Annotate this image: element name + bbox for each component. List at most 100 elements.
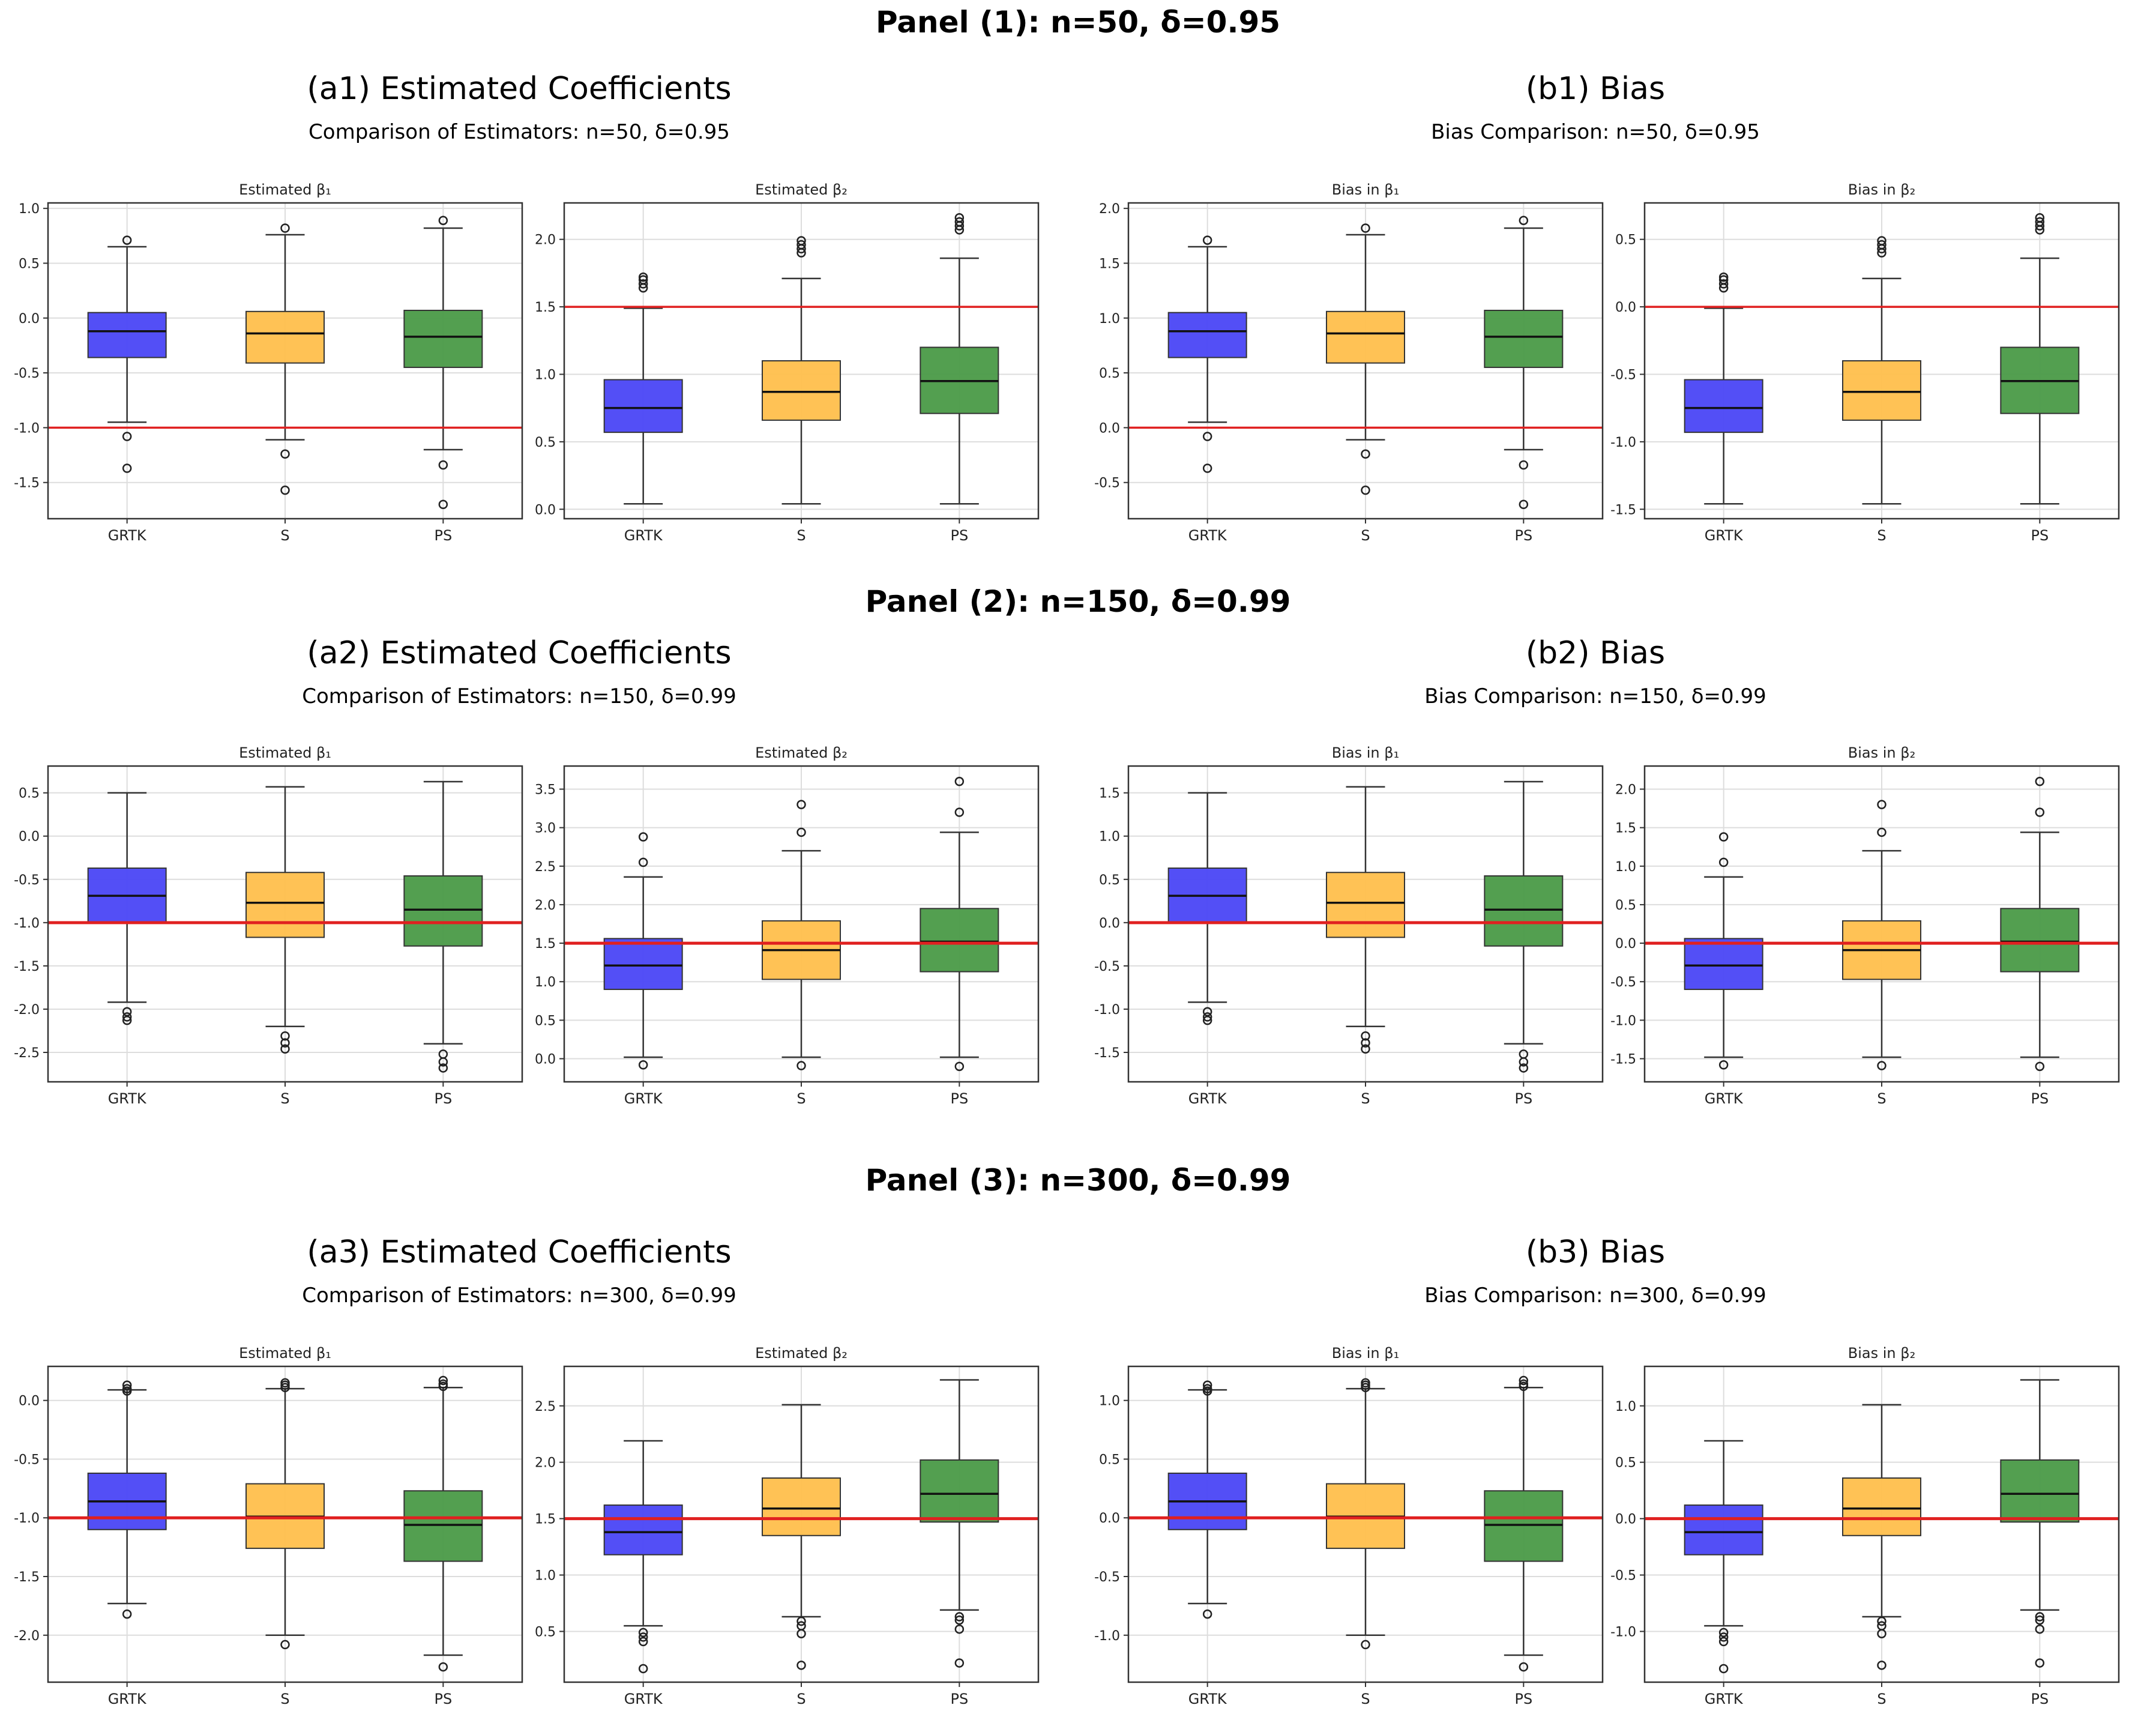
box-ps [403,1490,483,1562]
y-tick-label: -1.5 [1094,1046,1120,1061]
outlier-point [638,272,648,282]
subplot-6: 0.0 0.5 1.0 1.5 2.0 2.5 3.0 3.5 GRTK S PS Estimated… [535,744,1040,1107]
outlier-point [122,1007,132,1017]
box-ps [920,908,999,973]
outlier-point [1361,223,1370,233]
box-grtk [1684,1504,1763,1555]
outlier-point [1877,827,1886,837]
subplot-1: -1.5 -1.0 -0.5 0.0 0.5 1.0 GRTK S PS Estimated β₁ [14,181,523,544]
y-tick-label: -1.0 [1094,1629,1120,1644]
y-tick-label: 0.0 [1615,1512,1636,1527]
box-s [1326,310,1405,364]
panel-1-b-subtitle: Bias Comparison: n=50, δ=0.95 [1431,120,1760,144]
y-tick-label: 2.5 [535,1399,556,1414]
box-s [762,360,841,421]
outlier-point [1877,1616,1886,1626]
panel-3-b-subtitle: Bias Comparison: n=300, δ=0.99 [1424,1284,1766,1308]
panel-2-title: Panel (2): n=150, δ=0.99 [865,584,1291,619]
outlier-point [796,800,806,809]
x-tick-label: GRTK [108,1090,147,1107]
plot-frame [47,202,523,520]
outlier-point [2035,213,2045,223]
subplot-title: Estimated β₂ [755,744,848,761]
y-tick-label: 2.0 [535,233,556,248]
outlier-point [2035,776,2045,786]
x-tick-label: S [280,527,289,544]
outlier-point [1361,1378,1370,1388]
y-tick-label: 0.5 [19,786,40,801]
outlier-point [438,1662,448,1672]
x-tick-label: GRTK [624,527,663,544]
panel-1-title: Panel (1): n=50, δ=0.95 [875,5,1281,40]
outlier-point [796,240,806,250]
x-tick-label: GRTK [1188,527,1227,544]
x-tick-label: S [1877,527,1886,544]
outlier-point [1202,1609,1212,1619]
outlier-point [954,1624,965,1634]
box-grtk [1167,312,1247,358]
outlier-point [1718,1664,1729,1674]
box-grtk [1684,379,1763,433]
outlier-point [1202,1007,1212,1017]
y-tick-label: -0.5 [1094,1570,1120,1585]
y-tick-label: -0.5 [14,1452,40,1467]
box-grtk [603,379,683,433]
x-tick-label: PS [1514,1691,1532,1707]
outlier-point [438,499,448,510]
subplot-title: Estimated β₂ [755,1345,848,1362]
outlier-point [1519,1375,1529,1386]
box-s [1842,360,1921,421]
outlier-point [1202,1012,1212,1022]
y-tick-label: 0.5 [1099,1452,1120,1467]
y-tick-label: -1.5 [14,476,40,491]
outlier-point [280,1031,290,1041]
outlier-point [1877,800,1886,809]
outlier-point [1202,463,1212,473]
outlier-point [280,1044,290,1054]
outlier-point [1202,235,1212,245]
outlier-point [1877,1061,1886,1070]
x-tick-label: GRTK [1705,1090,1744,1107]
box-ps [403,875,483,947]
outlier-point [1519,460,1529,470]
x-tick-label: S [1361,1691,1370,1707]
x-tick-label: GRTK [1188,1691,1227,1707]
outlier-point [1718,279,1729,289]
y-tick-label: 1.5 [535,300,556,315]
panel-3-a-title: (a3) Estimated Coefficients [307,1234,732,1270]
box-s [1326,872,1405,938]
outlier-point [796,1061,806,1070]
outlier-point [2035,807,2045,817]
outlier-point [438,1379,448,1389]
subplot-title: Estimated β₁ [239,181,331,198]
x-tick-label: PS [2031,1090,2049,1107]
box-s [1842,1477,1921,1536]
y-tick-label: -1.5 [14,959,40,974]
y-tick-label: 0.0 [1615,937,1636,952]
y-tick-label: 0.5 [1615,233,1636,248]
outlier-point [1361,485,1370,495]
outlier-point [1718,272,1729,282]
subplot-7: -1.5 -1.0 -0.5 0.0 0.5 1.0 1.5 GRTK S PS Bias in β… [1094,744,1604,1107]
outlier-point [1361,1031,1370,1041]
outlier-point [1202,432,1212,441]
subplot-title: Bias in β₁ [1332,181,1399,198]
y-tick-label: 0.0 [535,502,556,517]
outlier-point [2035,1658,2045,1668]
x-tick-label: PS [2031,1691,2049,1707]
outlier-point [638,275,648,285]
y-tick-label: -0.5 [1610,975,1636,990]
y-tick-label: 2.0 [1615,782,1636,797]
outlier-point [280,1640,290,1650]
x-tick-label: PS [950,1691,968,1707]
x-tick-label: S [1361,527,1370,544]
y-tick-label: 1.5 [1099,786,1120,801]
outlier-point [1877,240,1886,250]
outlier-point [796,1616,806,1626]
outlier-point [122,463,132,473]
x-tick-label: S [280,1090,289,1107]
subplot-title: Bias in β₁ [1332,1345,1399,1362]
y-tick-label: 1.5 [1099,256,1120,271]
y-tick-label: -1.5 [1610,1052,1636,1067]
y-tick-label: 3.0 [535,821,556,836]
